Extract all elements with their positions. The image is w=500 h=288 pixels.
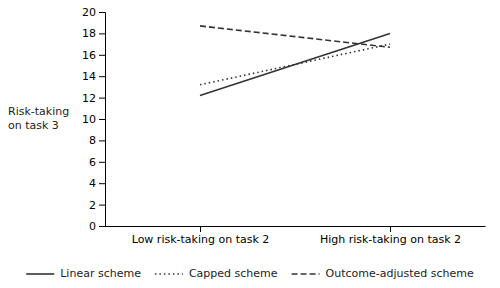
tick-mark (99, 140, 105, 141)
legend-item: Capped scheme (155, 267, 278, 280)
axis-domain (106, 226, 486, 227)
series-line (200, 26, 390, 47)
y-tick: 16 (82, 49, 105, 62)
tick-label: 2 (89, 199, 96, 212)
axis-domain (99, 13, 106, 227)
legend-swatch (26, 273, 54, 275)
tick-mark (99, 12, 105, 13)
tick-mark (99, 226, 105, 227)
legend-swatch (155, 273, 183, 275)
tick-label: 10 (82, 113, 96, 126)
y-axis: 0 2 4 6 8 10 12 14 16 18 20 (82, 6, 106, 233)
y-axis-title-line: on task 3 (8, 119, 59, 132)
x-tick: High risk-taking on task 2 (320, 226, 461, 246)
y-tick: 4 (89, 177, 105, 190)
legend-label: Capped scheme (189, 267, 278, 280)
tick-mark (99, 119, 105, 120)
y-tick: 10 (82, 113, 105, 126)
y-tick: 6 (89, 156, 105, 169)
tick-label: 6 (89, 156, 96, 169)
tick-mark (99, 33, 105, 34)
y-tick: 12 (82, 92, 105, 105)
tick-mark (99, 183, 105, 184)
y-tick: 18 (82, 27, 105, 40)
tick-label: 0 (89, 220, 96, 233)
tick-label: 4 (89, 177, 96, 190)
legend-swatch (292, 273, 320, 275)
legend-item: Linear scheme (26, 267, 141, 280)
plot-area (200, 26, 390, 96)
tick-mark (390, 226, 391, 232)
tick-mark (99, 76, 105, 77)
y-tick: 8 (89, 134, 105, 147)
y-tick: 0 (89, 220, 105, 233)
tick-label: Low risk-taking on task 2 (132, 233, 270, 246)
x-axis: Low risk-taking on task 2 High risk-takin… (106, 226, 486, 246)
y-axis-title-line: Risk-taking (8, 105, 69, 118)
legend-item: Outcome-adjusted scheme (292, 267, 474, 280)
tick-label: High risk-taking on task 2 (320, 233, 461, 246)
legend-label: Linear scheme (60, 267, 141, 280)
series-line (200, 44, 390, 85)
tick-mark (200, 226, 201, 232)
legend: Linear scheme Capped scheme Outcome-adjust… (26, 267, 474, 280)
tick-label: 18 (82, 27, 96, 40)
y-tick: 14 (82, 70, 105, 83)
tick-label: 8 (89, 134, 96, 147)
tick-mark (99, 205, 105, 206)
tick-label: 14 (82, 70, 96, 83)
tick-mark (99, 55, 105, 56)
chart: 0 2 4 6 8 10 12 14 16 18 20 Low risk-taking on task… (0, 0, 500, 288)
tick-label: 12 (82, 92, 96, 105)
y-tick: 20 (82, 6, 105, 19)
y-tick: 2 (89, 199, 105, 212)
tick-label: 16 (82, 49, 96, 62)
tick-label: 20 (82, 6, 96, 19)
y-axis-title: Risk-takingon task 3 (8, 105, 69, 132)
tick-mark (99, 162, 105, 163)
legend-label: Outcome-adjusted scheme (326, 267, 474, 280)
series-line (200, 33, 390, 95)
tick-mark (99, 98, 105, 99)
x-tick: Low risk-taking on task 2 (132, 226, 270, 246)
